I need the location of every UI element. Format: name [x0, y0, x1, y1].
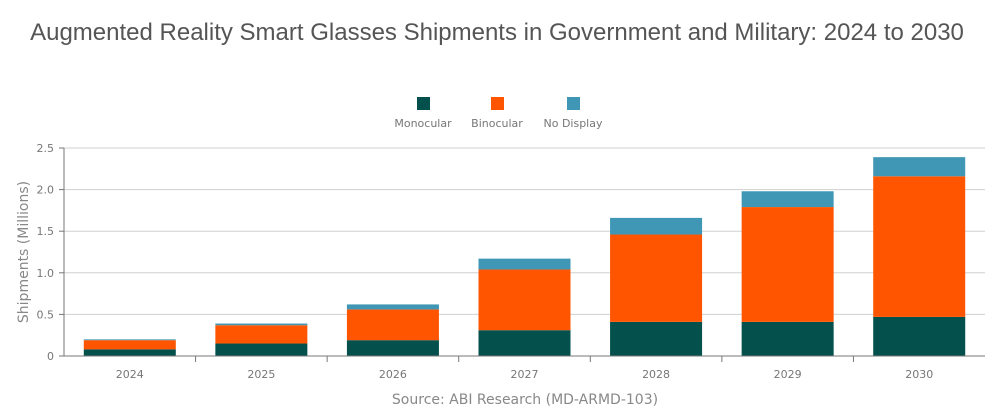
- legend-swatch-no-display: [567, 97, 580, 110]
- bar-no-display-2026: [346, 304, 439, 310]
- bar-no-display-2024: [83, 339, 176, 341]
- bar-monocular-2026: [346, 340, 439, 356]
- y-tick-label: 1.5: [37, 225, 55, 238]
- bar-no-display-2030: [873, 157, 966, 177]
- bar-binocular-2028: [610, 234, 703, 322]
- legend-label: No Display: [543, 117, 602, 130]
- y-axis-label: Shipments (Millions): [16, 181, 32, 323]
- bar-monocular-2029: [741, 321, 834, 356]
- bar-monocular-2028: [610, 321, 703, 356]
- bar-binocular-2026: [346, 309, 439, 341]
- bar-no-display-2028: [610, 217, 703, 235]
- legend-label: Monocular: [394, 117, 452, 130]
- y-tick-label: 1.0: [37, 267, 55, 280]
- x-tick-label: 2027: [511, 368, 539, 381]
- bar-no-display-2027: [478, 258, 571, 270]
- source-note: Source: ABI Research (MD-ARMD-103): [392, 392, 658, 408]
- bar-no-display-2029: [741, 191, 834, 208]
- y-tick-label: 0.5: [37, 308, 55, 321]
- bar-binocular-2027: [478, 269, 571, 331]
- bar-binocular-2024: [83, 340, 176, 350]
- x-tick-label: 2025: [247, 368, 275, 381]
- y-tick-label: 2.5: [37, 142, 55, 155]
- x-tick-label: 2030: [905, 368, 933, 381]
- chart-title: Augmented Reality Smart Glasses Shipment…: [30, 19, 964, 46]
- x-tick-label: 2028: [642, 368, 670, 381]
- legend-swatch-monocular: [417, 97, 430, 110]
- bar-monocular-2027: [478, 330, 571, 356]
- bar-monocular-2030: [873, 316, 966, 356]
- bar-monocular-2024: [83, 349, 176, 356]
- bar-binocular-2030: [873, 176, 966, 317]
- legend-label: Binocular: [471, 117, 523, 130]
- bar-no-display-2025: [215, 323, 308, 326]
- legend-swatch-binocular: [491, 97, 504, 110]
- x-tick-label: 2026: [379, 368, 407, 381]
- x-tick-label: 2029: [774, 368, 802, 381]
- bar-binocular-2025: [215, 325, 308, 344]
- bar-binocular-2029: [741, 207, 834, 322]
- y-tick-label: 2.0: [37, 184, 55, 197]
- y-tick-label: 0: [47, 350, 54, 363]
- bar-monocular-2025: [215, 343, 308, 356]
- x-tick-label: 2024: [116, 368, 144, 381]
